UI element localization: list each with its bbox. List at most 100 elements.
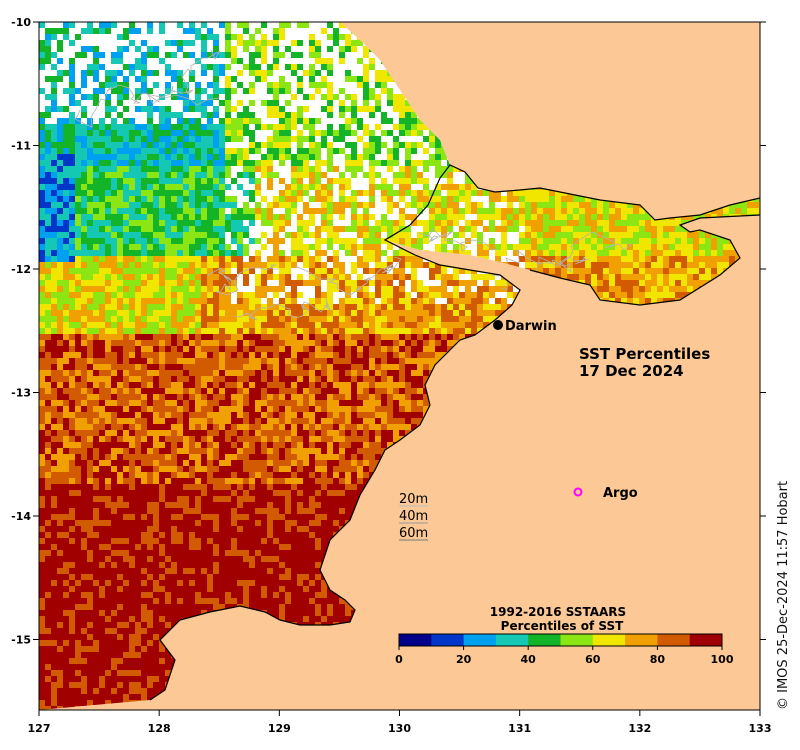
sst-pixel <box>357 322 363 328</box>
sst-pixel <box>411 304 417 310</box>
sst-pixel <box>219 184 225 190</box>
sst-pixel <box>351 112 357 118</box>
sst-pixel <box>51 148 57 154</box>
sst-pixel <box>183 172 189 178</box>
sst-pixel <box>603 286 609 292</box>
sst-pixel <box>333 202 339 208</box>
sst-pixel <box>171 196 177 202</box>
sst-pixel <box>339 130 345 136</box>
sst-pixel <box>405 292 411 298</box>
sst-pixel <box>171 112 177 118</box>
sst-pixel <box>111 256 117 262</box>
sst-pixel <box>159 310 165 316</box>
sst-pixel <box>477 316 483 322</box>
sst-pixel <box>363 154 369 160</box>
sst-pixel <box>543 208 549 214</box>
sst-pixel <box>171 40 177 46</box>
sst-pixel <box>603 274 609 280</box>
sst-pixel <box>141 160 147 166</box>
sst-pixel <box>99 148 105 154</box>
sst-pixel <box>129 268 135 274</box>
sst-pixel <box>225 112 231 118</box>
sst-pixel <box>645 298 651 304</box>
sst-pixel <box>573 268 579 274</box>
sst-pixel <box>219 208 225 214</box>
sst-pixel <box>363 328 369 334</box>
sst-pixel <box>219 70 225 76</box>
sst-pixel <box>99 202 105 208</box>
sst-pixel <box>657 232 663 238</box>
sst-pixel <box>165 190 171 196</box>
sst-pixel <box>255 118 261 124</box>
sst-pixel <box>147 142 153 148</box>
sst-pixel <box>177 316 183 322</box>
sst-pixel <box>45 106 51 112</box>
sst-pixel <box>429 214 435 220</box>
sst-pixel <box>339 214 345 220</box>
sst-pixel <box>111 214 117 220</box>
sst-pixel <box>39 124 45 130</box>
sst-pixel <box>147 22 153 28</box>
sst-pixel <box>231 334 237 340</box>
sst-pixel <box>87 22 93 28</box>
sst-pixel <box>141 328 147 334</box>
sst-pixel <box>159 340 165 346</box>
sst-pixel <box>459 190 465 196</box>
sst-pixel <box>309 298 315 304</box>
sst-pixel <box>375 142 381 148</box>
sst-pixel <box>441 310 447 316</box>
sst-pixel <box>579 202 585 208</box>
sst-pixel <box>189 148 195 154</box>
sst-pixel <box>393 94 399 100</box>
sst-pixel <box>339 280 345 286</box>
sst-pixel <box>261 274 267 280</box>
sst-pixel <box>123 268 129 274</box>
sst-pixel <box>57 184 63 190</box>
sst-pixel <box>405 238 411 244</box>
sst-pixel <box>39 316 45 322</box>
sst-pixel <box>609 256 615 262</box>
sst-pixel <box>57 238 63 244</box>
sst-pixel <box>261 166 267 172</box>
sst-pixel <box>45 262 51 268</box>
sst-pixel <box>279 250 285 256</box>
sst-pixel <box>429 130 435 136</box>
sst-pixel <box>279 220 285 226</box>
sst-pixel <box>75 196 81 202</box>
sst-pixel <box>189 232 195 238</box>
sst-pixel <box>225 148 231 154</box>
sst-pixel <box>453 316 459 322</box>
sst-pixel <box>393 256 399 262</box>
sst-pixel <box>333 334 339 340</box>
sst-pixel <box>183 160 189 166</box>
sst-pixel <box>345 238 351 244</box>
sst-pixel <box>615 232 621 238</box>
sst-pixel <box>75 328 81 334</box>
sst-pixel <box>387 256 393 262</box>
sst-pixel <box>345 298 351 304</box>
sst-pixel <box>633 262 639 268</box>
sst-pixel <box>177 130 183 136</box>
sst-pixel <box>255 190 261 196</box>
sst-pixel <box>93 196 99 202</box>
sst-pixel <box>597 292 603 298</box>
sst-pixel <box>645 256 651 262</box>
sst-pixel <box>387 196 393 202</box>
sst-pixel <box>129 154 135 160</box>
sst-pixel <box>201 214 207 220</box>
sst-pixel <box>75 100 81 106</box>
sst-pixel <box>399 130 405 136</box>
sst-pixel <box>525 208 531 214</box>
sst-pixel <box>69 58 75 64</box>
sst-pixel <box>315 190 321 196</box>
sst-pixel <box>399 232 405 238</box>
sst-pixel <box>315 196 321 202</box>
sst-pixel <box>177 178 183 184</box>
sst-pixel <box>327 268 333 274</box>
sst-pixel <box>309 232 315 238</box>
sst-pixel <box>147 172 153 178</box>
sst-pixel <box>81 196 87 202</box>
sst-pixel <box>159 196 165 202</box>
sst-pixel <box>645 244 651 250</box>
sst-pixel <box>465 310 471 316</box>
